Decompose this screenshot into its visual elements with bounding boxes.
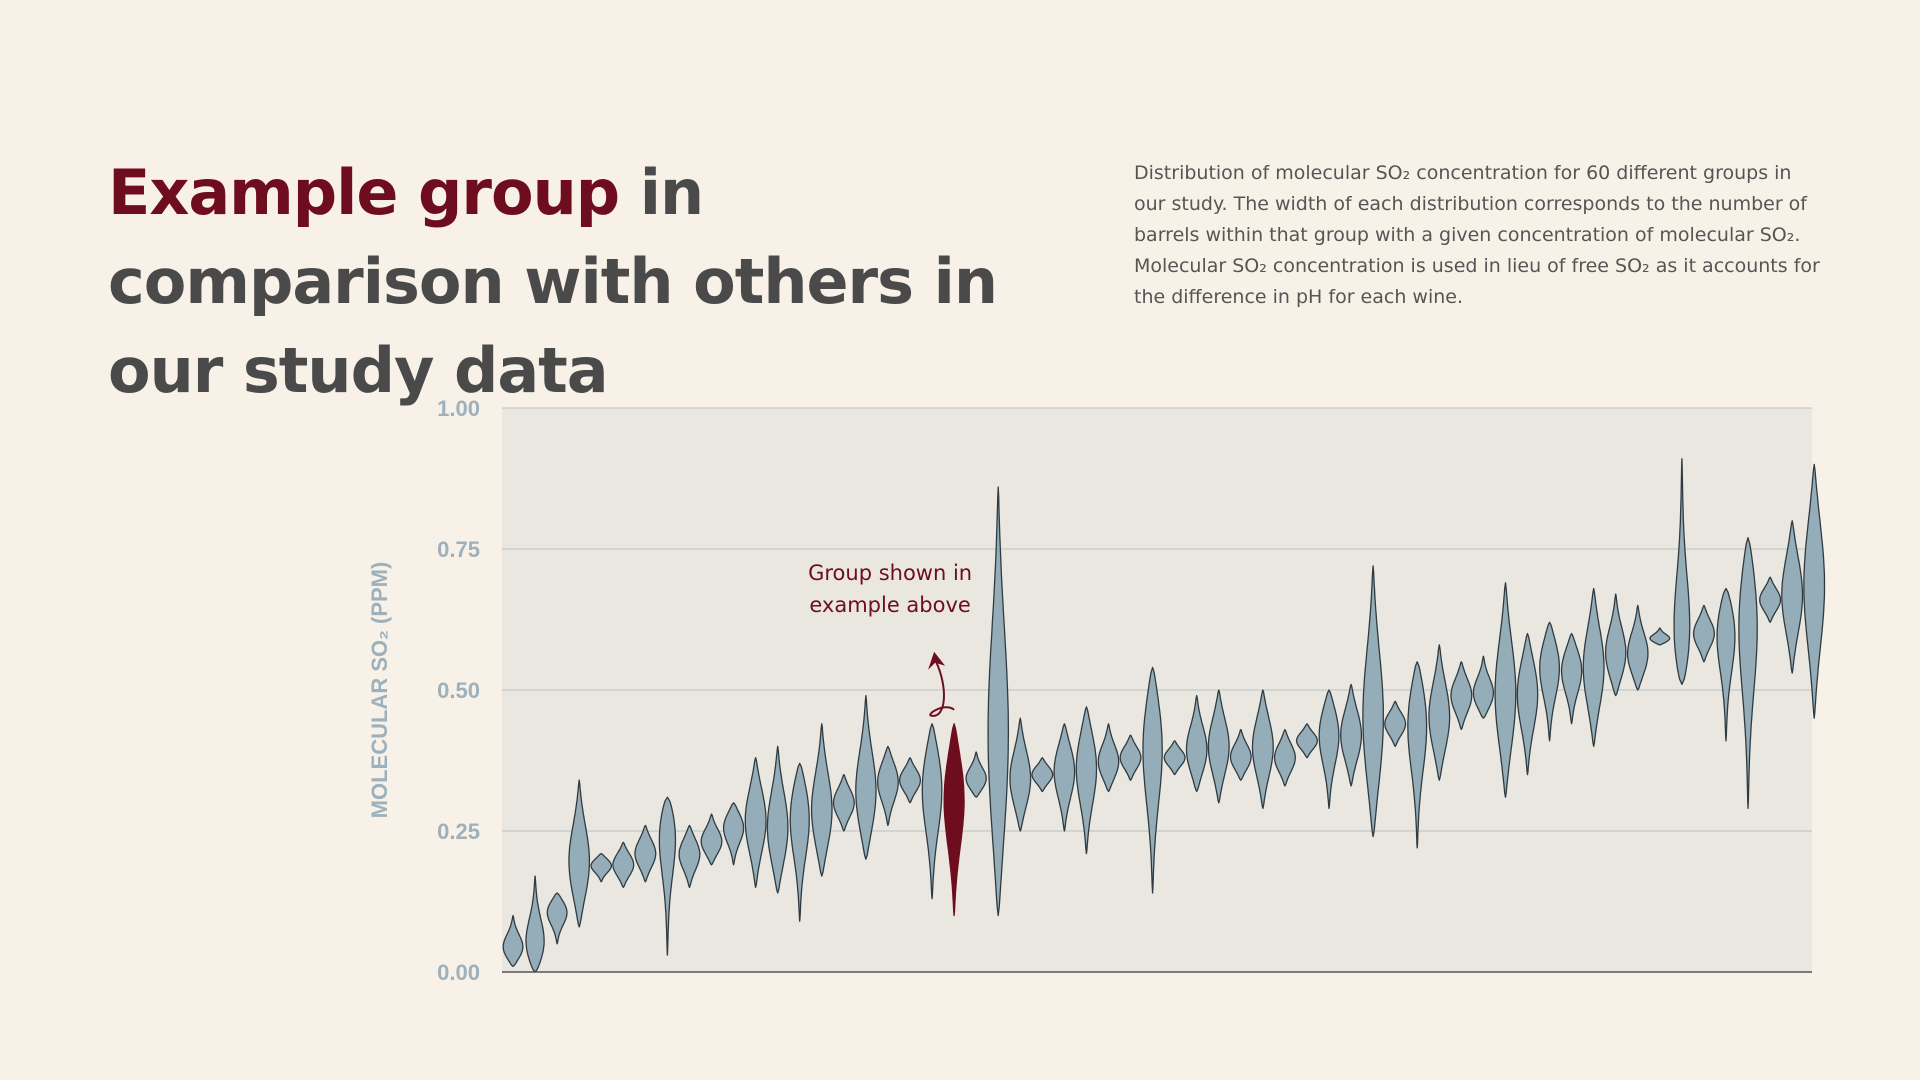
annotation-text: Group shown in example above	[808, 561, 972, 617]
violin	[810, 723, 833, 877]
violin	[1097, 723, 1120, 793]
y-tick-label: 0.50	[437, 678, 480, 703]
violin	[1494, 582, 1517, 798]
violin	[1516, 632, 1539, 776]
violin	[766, 745, 789, 894]
violin	[678, 824, 701, 889]
page-title: Example group in comparison with others …	[108, 148, 1068, 415]
annotation-line: Group shown in	[808, 561, 972, 585]
y-tick-label: 0.75	[437, 537, 480, 562]
violin	[789, 762, 810, 922]
violin	[1582, 587, 1605, 748]
violin	[525, 875, 545, 973]
violin	[1759, 576, 1782, 623]
violin	[1539, 621, 1561, 742]
violin	[1185, 694, 1208, 793]
violin	[1207, 689, 1230, 804]
violin	[700, 813, 723, 866]
violin	[658, 796, 677, 956]
violin	[1075, 706, 1098, 855]
violin	[1119, 734, 1142, 781]
violin	[1362, 565, 1384, 838]
violin-highlight	[943, 723, 965, 917]
violin	[590, 852, 613, 883]
violin	[546, 892, 568, 945]
violin	[1163, 740, 1186, 776]
violin	[1781, 520, 1804, 674]
violin	[1031, 757, 1054, 793]
y-tick-label: 1.00	[437, 396, 480, 421]
violin	[1560, 632, 1583, 725]
violin	[1626, 604, 1649, 691]
violin	[1738, 537, 1758, 810]
violin	[1604, 593, 1627, 697]
violin	[1384, 700, 1407, 748]
violin	[1472, 655, 1495, 719]
y-axis-label: MOLECULAR SO₂ (PPM)	[367, 562, 392, 819]
violin	[502, 914, 524, 968]
violin	[1318, 689, 1340, 810]
violin	[987, 486, 1010, 917]
violin	[877, 745, 899, 827]
y-tick-label: 0.25	[437, 819, 480, 844]
violin	[1273, 728, 1296, 787]
violin	[634, 824, 657, 883]
violin	[1450, 661, 1473, 731]
violin	[1295, 723, 1318, 759]
title-highlight: Example group	[108, 156, 620, 229]
violin	[1009, 717, 1032, 832]
violin	[1229, 728, 1252, 781]
violin	[1142, 666, 1163, 894]
violin	[921, 723, 943, 900]
violin	[965, 751, 987, 798]
violin	[744, 757, 767, 889]
violin	[1251, 689, 1274, 810]
y-tick-label: 0.00	[437, 960, 480, 985]
y-axis-ticks: 0.00 0.25 0.50 0.75 1.00	[437, 396, 480, 985]
violin	[1340, 683, 1363, 787]
violin	[1716, 587, 1736, 742]
annotation-arrow-head	[928, 651, 946, 670]
annotation-line: example above	[809, 593, 970, 617]
annotation: Group shown in example above	[808, 561, 972, 717]
chart-description: Distribution of molecular SO₂ concentrat…	[1134, 162, 1820, 308]
title-rest: in comparison with others in our study d…	[108, 156, 998, 407]
violin	[722, 802, 745, 866]
violin	[568, 779, 591, 928]
violin	[1649, 627, 1671, 646]
violin	[1692, 604, 1715, 663]
violin-series	[502, 458, 1826, 973]
violin	[1053, 723, 1076, 832]
violin	[1803, 463, 1826, 719]
violin	[1428, 644, 1451, 781]
violin	[612, 841, 635, 889]
violin	[1407, 661, 1428, 849]
violin	[855, 694, 877, 860]
annotation-arrow	[929, 661, 955, 717]
violin	[832, 773, 855, 832]
violin	[1673, 458, 1691, 686]
violin	[898, 757, 922, 804]
